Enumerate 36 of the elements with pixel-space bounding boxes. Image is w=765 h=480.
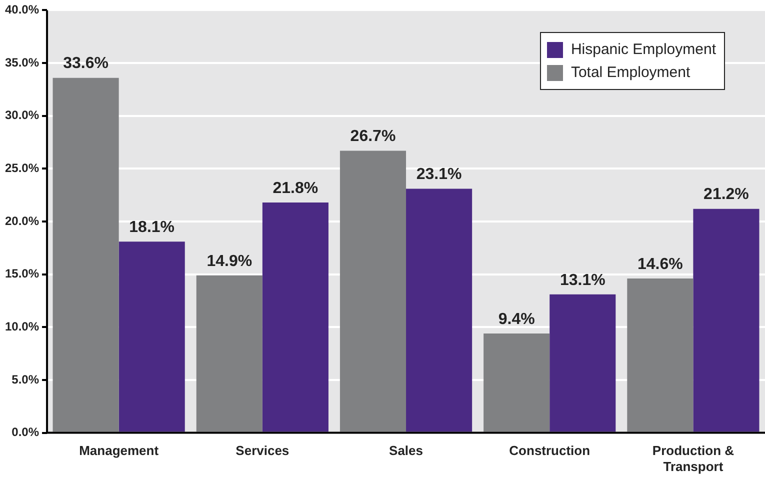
data-label: 21.8% xyxy=(272,180,318,197)
bar xyxy=(340,150,406,432)
data-label: 14.6% xyxy=(637,256,683,273)
x-tick-label: Sales xyxy=(389,443,424,458)
y-tick-label: 35.0% xyxy=(4,55,40,70)
bar xyxy=(550,294,616,432)
bar xyxy=(693,208,760,432)
y-tick-label: 5.0% xyxy=(12,372,40,386)
legend-label: Hispanic Employment xyxy=(570,41,716,58)
x-tick-label: Management xyxy=(79,443,160,458)
y-tick-label: 40.0% xyxy=(4,2,40,17)
data-label: 18.1% xyxy=(129,218,175,236)
data-label: 9.4% xyxy=(498,310,535,328)
bar xyxy=(484,333,550,432)
data-label: 13.1% xyxy=(560,272,606,289)
x-tick-label: Services xyxy=(236,443,290,458)
bar xyxy=(118,242,185,432)
data-label: 23.1% xyxy=(416,166,462,184)
data-label: 33.6% xyxy=(63,55,108,72)
bar xyxy=(262,202,328,432)
bar xyxy=(406,188,472,432)
y-tick-label: 30.0% xyxy=(4,108,40,122)
legend-label: Total Employment xyxy=(570,64,690,82)
y-tick-label: 25.0% xyxy=(4,160,40,175)
data-label: 21.2% xyxy=(704,186,749,204)
x-tick-label: Construction xyxy=(509,443,590,458)
y-tick-label: 15.0% xyxy=(4,266,40,281)
data-label: 14.9% xyxy=(206,252,252,270)
bar xyxy=(627,278,694,432)
y-tick-label: 10.0% xyxy=(4,319,40,334)
bar xyxy=(52,78,119,432)
bar xyxy=(196,275,262,432)
data-label: 26.7% xyxy=(350,128,396,146)
x-tick-label: Production & Transport xyxy=(652,443,734,474)
y-tick-label: 0.0% xyxy=(12,425,40,440)
y-tick-label: 20.0% xyxy=(4,214,40,228)
